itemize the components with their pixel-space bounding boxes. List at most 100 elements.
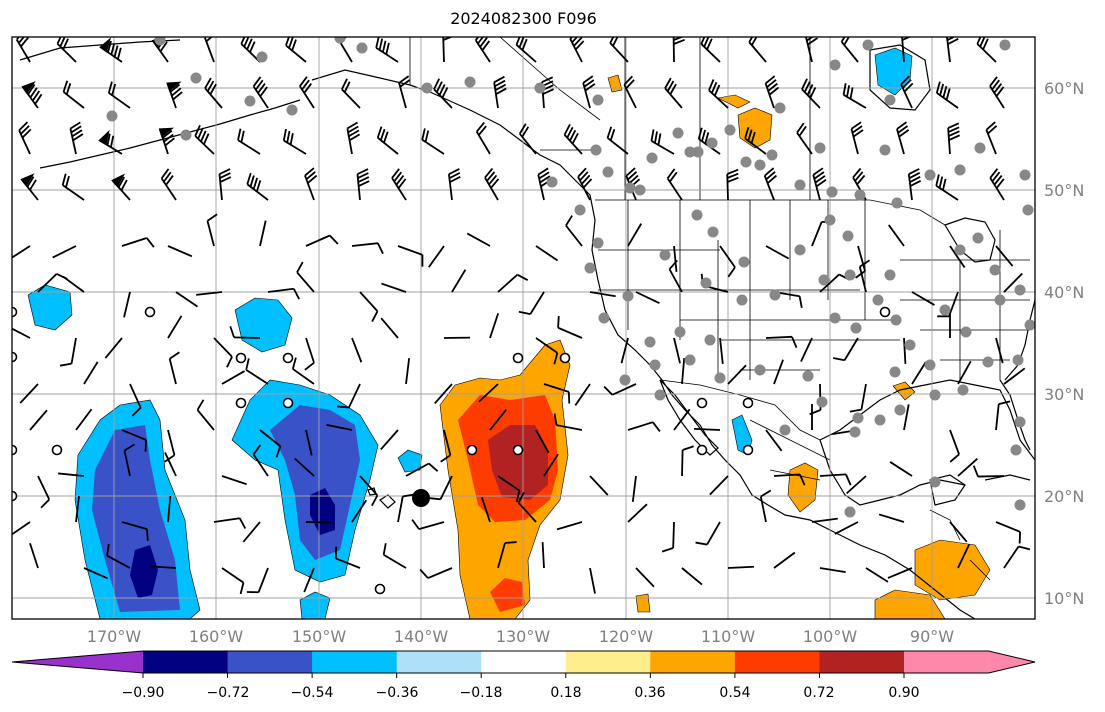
wind-barb [541,541,545,569]
station-dot [842,230,854,242]
station-dot [852,412,864,424]
station-dot [180,129,192,141]
wind-barb [121,521,149,541]
wind-barb [15,37,31,63]
wind-barb [475,122,491,155]
wind-barb [346,121,361,155]
colorbar-segment [650,651,736,673]
wind-barb [543,383,571,404]
station-markers [106,37,1035,518]
open-circle [696,397,708,409]
wind-barb [107,81,131,109]
lon-label: 130°W [496,627,551,646]
station-dot [879,144,891,156]
wind-barb [104,337,123,359]
wind-barb [989,168,1005,201]
colorbar-segment [227,651,313,673]
wind-barb [673,337,681,364]
central-america-borders [929,509,991,581]
wind-barb [834,521,859,535]
wind-barb [405,462,439,477]
wind-barb [518,291,545,315]
wind-barb [246,172,269,201]
negative-patch-south [299,591,331,619]
station-dot [957,384,969,396]
wind-barb [765,245,790,260]
wind-barb [819,567,846,574]
open-circle [512,352,524,364]
wind-barb [245,358,269,385]
wind-barb [58,472,85,477]
wind-barb [995,400,1011,431]
station-dot [1019,169,1031,181]
wind-barb [121,237,155,248]
baja-california [659,379,719,456]
wind-barb [98,130,123,155]
station-dot [707,226,719,238]
station-dot [766,149,778,161]
colorbar-extend-low [12,651,143,673]
wind-barb [478,383,499,403]
wind-barb [719,337,724,364]
lon-label: 110°W [701,627,756,646]
wind-barb [695,521,721,546]
wind-barb [303,567,315,593]
wind-barb [175,291,199,308]
wind-barb [267,287,300,300]
station-dot [714,372,726,384]
strong-negative-west [130,545,158,598]
station-dot [829,312,841,324]
wind-barb [194,124,215,155]
station-dot [779,424,791,436]
station-dot [824,214,836,226]
colorbar-segment [312,651,398,673]
lon-label: 150°W [292,627,347,646]
wind-barb [166,81,183,109]
wind-barb [911,291,935,306]
wind-barb [129,383,142,417]
lon-label: 120°W [599,627,654,646]
wind-barb [158,127,175,155]
colorbar-extend-high [988,651,1035,673]
wind-barb [204,77,223,109]
wind-barb [61,173,85,201]
wind-barb [565,215,583,247]
wind-barb [773,359,784,385]
station-dot [994,294,1006,306]
wind-barb [553,413,583,431]
wind-barb [989,76,1005,109]
wind-barb [213,517,247,529]
station-dot [644,336,656,348]
wind-barb [681,445,694,477]
wind-barb [380,317,399,339]
positive-anomaly-core [488,425,548,500]
station-dot [584,262,596,274]
wind-barb [635,567,655,588]
wind-barb [765,335,798,348]
open-circle [879,306,891,318]
colorbar-tick: −0.90 [122,685,165,701]
wind-barb [635,291,660,305]
wind-barb [419,567,453,579]
wind-barb [497,273,529,293]
wind-barb [381,282,407,293]
wind-barb [693,427,721,431]
lon-label: 160°W [189,627,244,646]
wind-barb [664,77,683,109]
open-circle [466,444,478,456]
wind-barb [535,429,550,454]
open-circle [235,352,247,364]
map-frame [11,36,1036,620]
station-dot [334,37,346,44]
wind-barb [29,542,39,569]
station-dot [894,404,906,416]
lat-label: 50°N [1044,181,1084,200]
station-dot [619,374,631,386]
wind-barb [801,78,821,109]
wind-barb [434,383,453,405]
wind-barb [846,475,867,495]
station-dot [421,82,433,94]
station-dot [974,142,986,154]
wind-barb [726,168,739,201]
wind-barb [196,291,223,296]
